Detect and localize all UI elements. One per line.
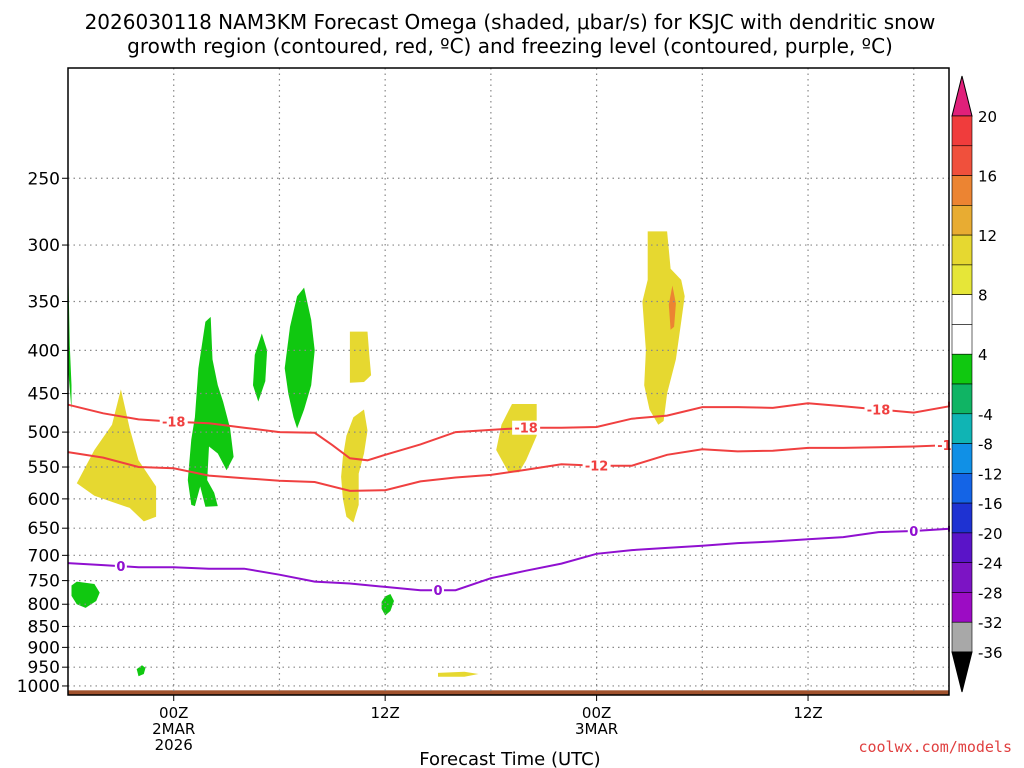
x-axis-label: Forecast Time (UTC)	[419, 749, 600, 768]
colorbar-label-0: 20	[978, 108, 997, 126]
colorbar-label-5: -4	[978, 406, 993, 424]
colorbar-segment-6	[951, 294, 973, 325]
contour-label-bg	[512, 420, 541, 435]
colorbar: 20 16 12 8 4 -4 -8 -12 -16 -20 -24 -28 -32 -36	[951, 75, 1003, 693]
colorbar-label-13: -36	[978, 644, 1003, 662]
colorbar-segment-17	[951, 621, 973, 653]
colorbar-segment-1	[951, 145, 973, 176]
colorbar-label-1: 16	[978, 168, 997, 186]
contour-label-bg	[114, 559, 127, 574]
colorbar-bottom-arrow	[951, 651, 973, 693]
y-tick-label-750: 750	[28, 572, 60, 592]
colorbar-segment-16	[951, 592, 973, 623]
x-tick-label-0-0: 00Z	[159, 704, 188, 722]
contour-label-bg	[159, 414, 188, 429]
colorbar-segment-4	[951, 234, 973, 266]
yellow-region-f	[642, 231, 685, 425]
colorbar-label-7: -12	[978, 465, 1003, 483]
colorbar-segment-10	[951, 413, 973, 444]
colorbar-segment-13	[951, 502, 973, 534]
colorbar-segment-11	[951, 443, 973, 474]
contour-label-0-2: -18	[867, 403, 891, 418]
y-tick-label-950: 950	[28, 658, 60, 678]
colorbar-segment-5	[951, 264, 973, 295]
colorbar-label-11: -28	[978, 584, 1003, 602]
green-region-c	[187, 316, 234, 507]
yellow-region-e	[438, 671, 479, 677]
credit-text[interactable]: coolwx.com/models	[858, 738, 1012, 756]
y-tick-label-300: 300	[28, 236, 60, 256]
colorbar-segment-12	[951, 473, 973, 504]
x-tick-label-36-0: 12Z	[793, 704, 822, 722]
colorbar-segment-9	[951, 383, 973, 415]
contour-label-2-1: 0	[433, 584, 442, 599]
green-region-e	[284, 287, 315, 429]
contour-label-1-0: -12	[585, 460, 609, 475]
colorbar-label-6: -8	[978, 436, 993, 454]
colorbar-segment-8	[951, 353, 973, 385]
colorbar-top-arrow	[951, 75, 973, 117]
y-tick-label-400: 400	[28, 341, 60, 361]
colorbar-label-8: -16	[978, 495, 1003, 513]
colorbar-segment-0	[951, 115, 973, 147]
plot-frame	[67, 67, 950, 696]
colorbar-segment-14	[951, 532, 973, 563]
colorbar-label-2: 12	[978, 227, 997, 245]
colorbar-label-10: -24	[978, 555, 1003, 573]
green-region-g	[136, 665, 146, 677]
contour-label-bg	[582, 458, 611, 473]
colorbar-label-12: -32	[978, 614, 1003, 632]
y-tick-label-600: 600	[28, 490, 60, 510]
contour-label-2-0: 0	[116, 560, 125, 575]
contour-label-0-1: -18	[514, 422, 538, 437]
orange-region-a	[668, 285, 676, 330]
contour-label-2-2: 0	[909, 525, 918, 540]
colorbar-segment-3	[951, 205, 973, 236]
contour-label-0-0: -18	[162, 416, 186, 431]
green-region-a	[68, 257, 72, 410]
colorbar-label-4: 4	[978, 346, 988, 364]
yellow-region-c	[349, 331, 372, 383]
y-tick-label-550: 550	[28, 458, 60, 478]
colorbar-segment-2	[951, 175, 973, 206]
yellow-region-a	[76, 389, 157, 522]
y-tick-label-850: 850	[28, 617, 60, 637]
y-tick-label-800: 800	[28, 595, 60, 615]
chart-title-line-2: growth region (contoured, red, ºC) and f…	[127, 34, 893, 58]
y-axis-ticks: 2503003504004505005506006507007508008509…	[17, 169, 68, 697]
x-tick-label-0-2: 2026	[155, 736, 193, 754]
y-tick-label-450: 450	[28, 385, 60, 405]
x-tick-label-24-0: 00Z	[582, 704, 611, 722]
y-tick-label-900: 900	[28, 638, 60, 658]
y-tick-label-250: 250	[28, 169, 60, 189]
yellow-region-b	[341, 409, 368, 523]
x-tick-label-12-0: 12Z	[370, 704, 399, 722]
contour-line-0	[67, 401, 950, 462]
contour-label-bg	[907, 524, 920, 539]
contour-label-bg	[864, 402, 893, 417]
green-region-b	[71, 581, 100, 608]
chart-title-line-1: 2026030118 NAM3KM Forecast Omega (shaded…	[85, 10, 936, 34]
y-tick-label-700: 700	[28, 546, 60, 566]
green-region-d	[253, 333, 268, 402]
ground-terrain	[68, 690, 949, 695]
y-tick-label-500: 500	[28, 423, 60, 443]
x-tick-label-0-1: 2MAR	[152, 720, 195, 738]
contour-label-bg	[432, 583, 445, 598]
y-tick-label-1000: 1000	[17, 677, 60, 697]
y-tick-label-650: 650	[28, 519, 60, 539]
colorbar-label-3: 8	[978, 287, 988, 305]
x-tick-label-24-1: 3MAR	[575, 720, 618, 738]
colorbar-segment-15	[951, 562, 973, 593]
y-tick-label-350: 350	[28, 292, 60, 312]
colorbar-label-9: -20	[978, 525, 1003, 543]
colorbar-segment-7	[951, 324, 973, 355]
grid-lines	[68, 68, 949, 695]
